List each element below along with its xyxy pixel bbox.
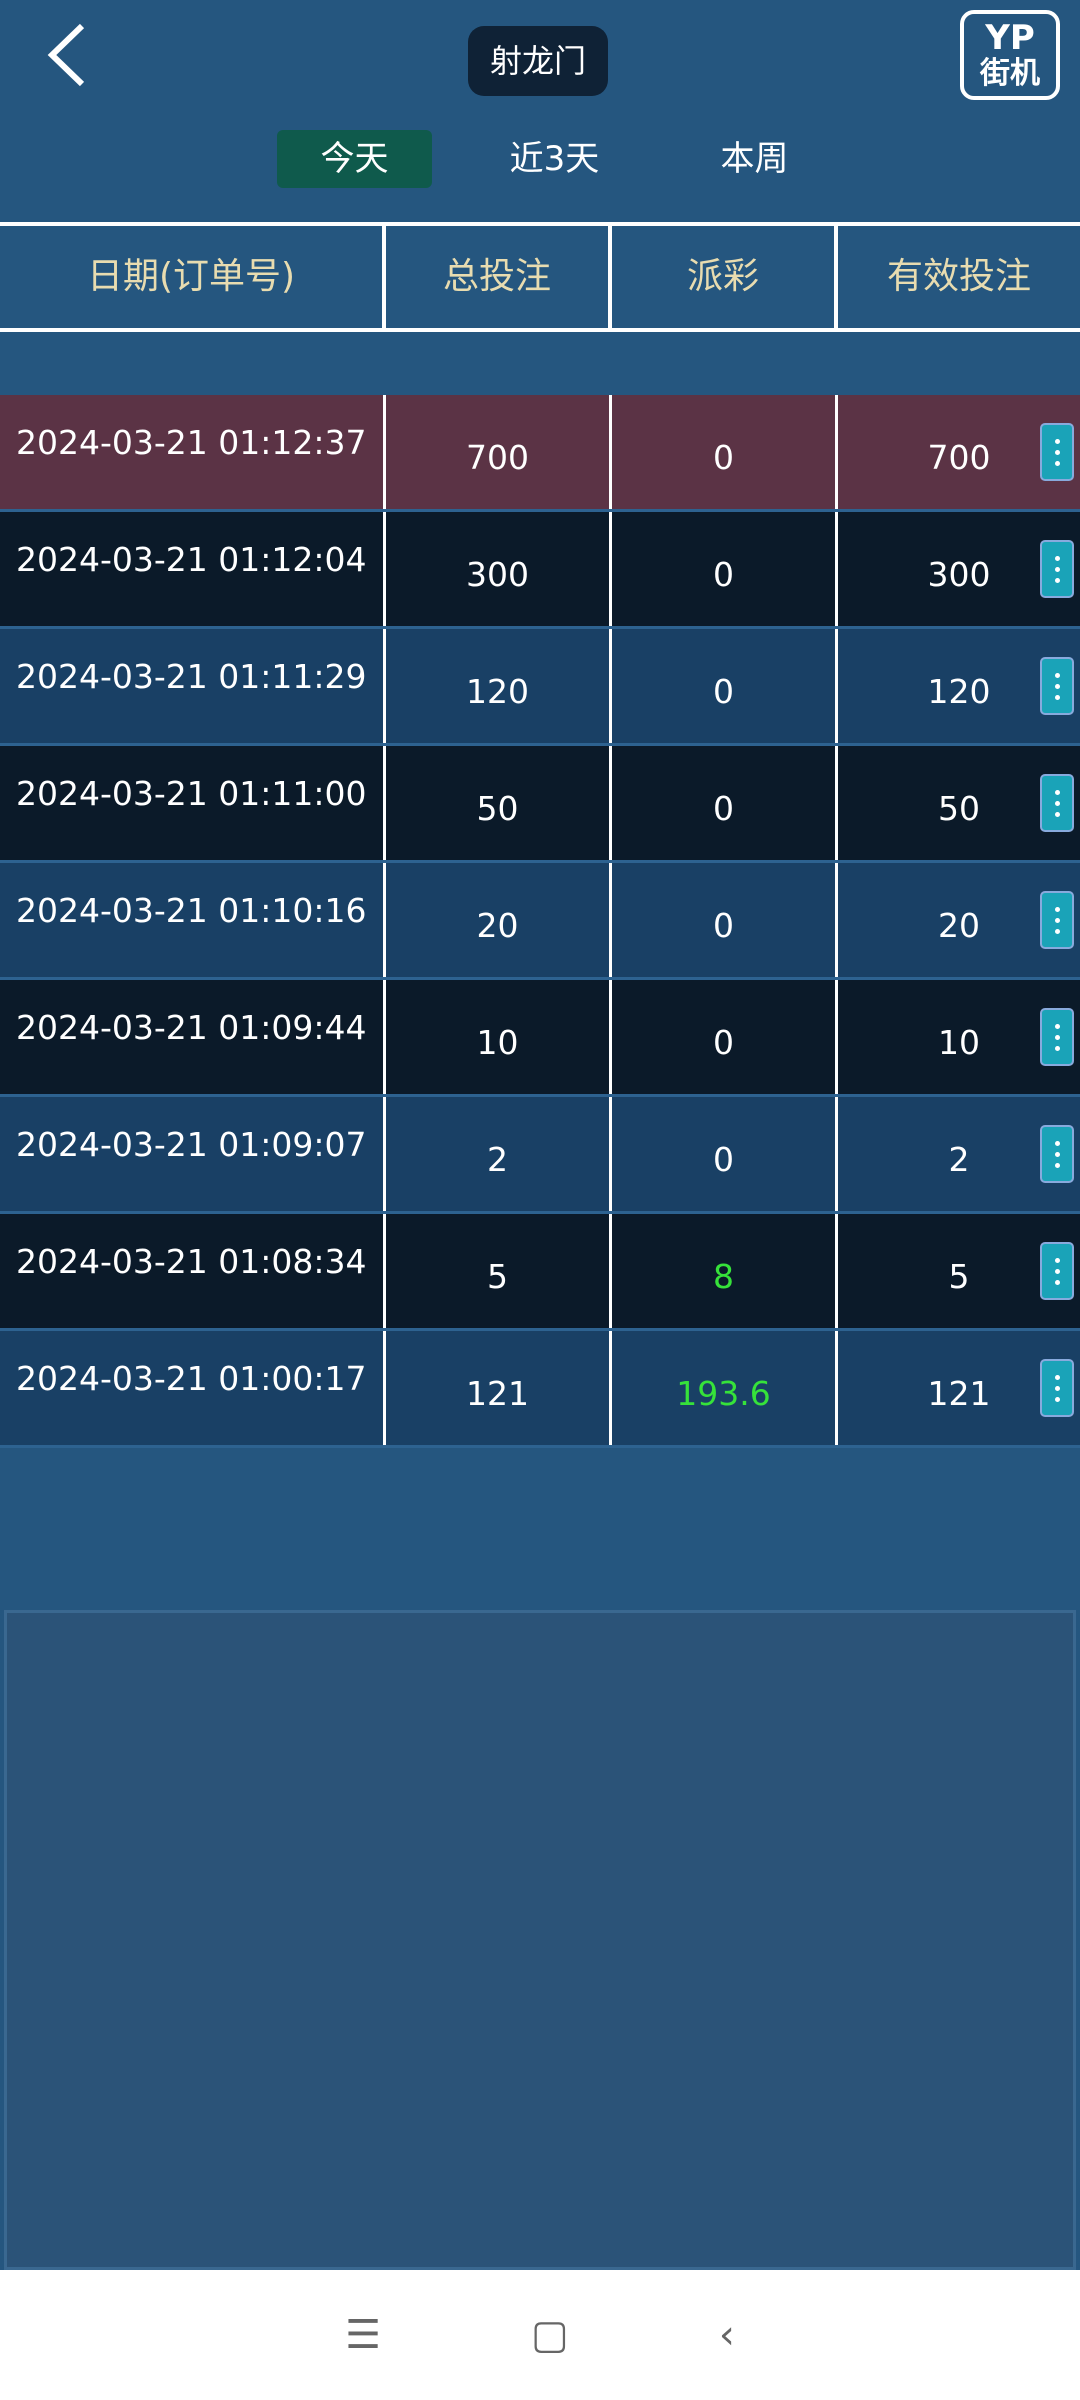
yp-logo: YP 街机: [960, 10, 1060, 100]
total-bet-cell: 700: [386, 395, 612, 509]
table-row: 2024-03-21 01:12:37 700 0 700: [0, 395, 1080, 512]
date-cell: 2024-03-21 01:11:29: [0, 629, 386, 743]
table-row: 2024-03-21 01:09:07 2 0 2: [0, 1097, 1080, 1214]
total-bet-cell: 10: [386, 980, 612, 1094]
more-details-button[interactable]: [1040, 1008, 1074, 1066]
back-button[interactable]: [40, 20, 100, 90]
payout-cell: 0: [612, 1097, 838, 1211]
valid-bet-cell: 50: [938, 788, 980, 828]
tab-week[interactable]: 本周: [720, 139, 789, 179]
total-bet-cell: 50: [386, 746, 612, 860]
valid-bet-cell: 20: [938, 905, 980, 945]
menu-icon[interactable]: ☰: [345, 2312, 382, 2358]
valid-bet-cell: 10: [938, 1022, 980, 1062]
date-cell: 2024-03-21 01:09:07: [0, 1097, 386, 1211]
total-bet-cell: 121: [386, 1331, 612, 1445]
tab-today[interactable]: 今天: [277, 130, 432, 188]
total-bet-cell: 2: [386, 1097, 612, 1211]
home-icon[interactable]: ▢: [531, 2312, 569, 2358]
valid-bet-cell: 300: [927, 554, 991, 594]
date-cell: 2024-03-21 01:00:17: [0, 1331, 386, 1445]
column-header-total-bet: 总投注: [386, 226, 612, 328]
table-row: 2024-03-21 01:11:29 120 0 120: [0, 629, 1080, 746]
total-bet-cell: 5: [386, 1214, 612, 1328]
valid-bet-cell: 700: [927, 437, 991, 477]
valid-bet-cell: 2: [948, 1139, 970, 1179]
payout-cell: 0: [612, 980, 838, 1094]
more-details-button[interactable]: [1040, 774, 1074, 832]
column-header-valid-bet: 有效投注: [886, 256, 1031, 297]
tab-3days[interactable]: 近3天: [509, 139, 600, 179]
payout-cell: 0: [612, 863, 838, 977]
table-row: 2024-03-21 01:00:17 121 193.6 121: [0, 1331, 1080, 1448]
date-cell: 2024-03-21 01:10:16: [0, 863, 386, 977]
more-details-button[interactable]: [1040, 1125, 1074, 1183]
column-header-payout: 派彩: [612, 226, 838, 328]
total-bet-cell: 120: [386, 629, 612, 743]
table-row: 2024-03-21 01:09:44 10 0 10: [0, 980, 1080, 1097]
total-bet-cell: 300: [386, 512, 612, 626]
column-header-date: 日期(订单号): [0, 226, 386, 328]
valid-bet-cell: 120: [927, 671, 991, 711]
payout-cell: 0: [612, 629, 838, 743]
background-panel: [4, 1610, 1076, 2270]
chevron-left-icon: [47, 23, 85, 87]
valid-bet-cell: 121: [927, 1373, 991, 1413]
more-details-button[interactable]: [1040, 657, 1074, 715]
payout-cell: 193.6: [612, 1331, 838, 1445]
table-row: 2024-03-21 01:08:34 5 8 5: [0, 1214, 1080, 1331]
system-navbar: ☰ ▢ ‹: [0, 2270, 1080, 2400]
more-details-button[interactable]: [1040, 891, 1074, 949]
more-details-button[interactable]: [1040, 1359, 1074, 1417]
bet-records-table: 2024-03-21 01:12:37 700 0 700 2024-03-21 01:…: [0, 395, 1080, 1448]
more-details-button[interactable]: [1040, 423, 1074, 481]
more-details-button[interactable]: [1040, 540, 1074, 598]
page-title: 射龙门: [468, 26, 609, 96]
date-tabs: 今天 近3天 本周: [277, 130, 877, 190]
date-cell: 2024-03-21 01:12:04: [0, 512, 386, 626]
date-cell: 2024-03-21 01:11:00: [0, 746, 386, 860]
date-cell: 2024-03-21 01:12:37: [0, 395, 386, 509]
back-icon[interactable]: ‹: [718, 2312, 735, 2358]
date-cell: 2024-03-21 01:08:34: [0, 1214, 386, 1328]
table-row: 2024-03-21 01:11:00 50 0 50: [0, 746, 1080, 863]
payout-cell: 0: [612, 512, 838, 626]
more-details-button[interactable]: [1040, 1242, 1074, 1300]
payout-cell: 8: [612, 1214, 838, 1328]
table-row: 2024-03-21 01:12:04 300 0 300: [0, 512, 1080, 629]
payout-cell: 0: [612, 746, 838, 860]
payout-cell: 0: [612, 395, 838, 509]
date-cell: 2024-03-21 01:09:44: [0, 980, 386, 1094]
table-header: 日期(订单号) 总投注 派彩 有效投注: [0, 222, 1080, 332]
total-bet-cell: 20: [386, 863, 612, 977]
table-row: 2024-03-21 01:10:16 20 0 20: [0, 863, 1080, 980]
valid-bet-cell: 5: [948, 1256, 970, 1296]
